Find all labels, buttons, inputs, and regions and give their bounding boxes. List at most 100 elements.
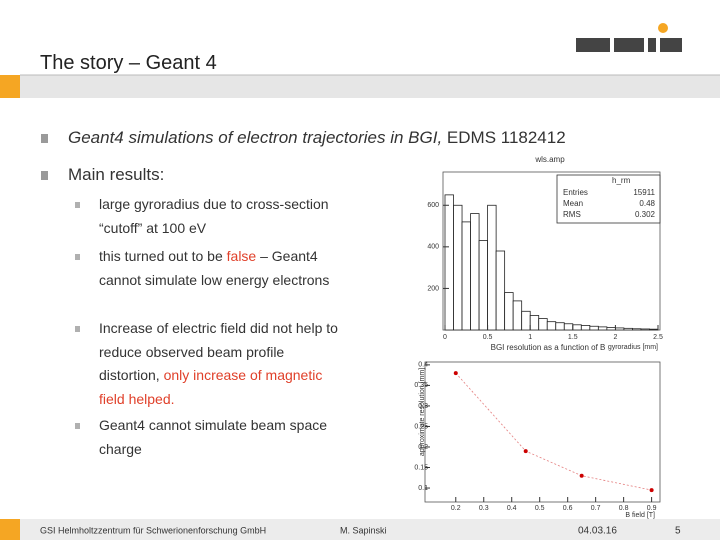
sub-bullet-text: this turned out to be false – Geant4 can…	[99, 245, 339, 292]
data-point	[579, 473, 584, 478]
text-run: only increase of magnetic field helped.	[99, 367, 323, 407]
stats-label: RMS	[563, 210, 581, 219]
y-tick-label: 400	[427, 244, 439, 251]
y-tick-label: 0.15	[414, 464, 428, 471]
histogram-bar	[504, 292, 514, 331]
text-run: EDMS 1182412	[442, 128, 566, 147]
stats-label: Mean	[563, 199, 583, 208]
y-tick-label: 600	[427, 202, 439, 209]
sub-bullet-marker	[75, 326, 80, 332]
scatter-title: BGI resolution as a function of B	[491, 343, 606, 352]
x-tick-label: 1	[528, 334, 532, 341]
histogram-bar	[615, 327, 625, 331]
footer-band	[20, 519, 720, 540]
x-tick-label: 0.9	[647, 505, 657, 512]
histogram-bar	[521, 310, 531, 331]
histogram-bar	[572, 324, 582, 331]
histogram-bar	[546, 321, 557, 331]
histogram-bar	[649, 328, 659, 331]
data-point	[453, 371, 458, 376]
footer-date: 04.03.16	[578, 526, 617, 537]
histogram-bar	[563, 323, 574, 331]
histogram-bar	[597, 326, 608, 331]
sub-bullet-text: Geant4 cannot simulate beam space charge	[99, 414, 339, 461]
logo	[576, 23, 682, 52]
x-tick-label: 0.7	[591, 505, 601, 512]
text-run: Geant4 cannot simulate beam space charge	[99, 417, 328, 457]
x-tick-label: 2.5	[653, 334, 663, 341]
stats-value: 15911	[633, 188, 655, 197]
text-run: large gyroradius due to cross-section “c…	[99, 196, 329, 236]
x-axis-label: gyroradius [mm]	[608, 344, 658, 351]
y-tick-label: 0.35	[414, 382, 428, 389]
bullet-marker	[41, 134, 48, 143]
footer-page: 5	[675, 526, 681, 537]
histogram-bar	[444, 194, 454, 331]
bullet-text: Geant4 simulations of electron trajector…	[68, 128, 566, 148]
stats-name: h_rm	[612, 176, 631, 185]
sub-bullet-marker	[75, 202, 80, 208]
data-point	[649, 488, 654, 493]
sub-bullet-text: large gyroradius due to cross-section “c…	[99, 193, 339, 240]
x-tick-label: 0.6	[563, 505, 573, 512]
x-tick-label: 0.4	[507, 505, 517, 512]
histogram-bar	[461, 221, 471, 331]
text-run: Geant4 simulations of electron trajector…	[68, 128, 443, 147]
footer-organization: GSI Helmholtzzentrum für Schwerionenfors…	[40, 525, 266, 535]
x-tick-label: 1.5	[568, 334, 578, 341]
series-line	[455, 372, 652, 491]
histogram-bar	[580, 325, 591, 331]
accent-block	[0, 519, 20, 540]
sub-bullet-text: Increase of electric field did not help …	[99, 317, 339, 411]
y-tick-label: 0.3	[418, 403, 428, 410]
y-axis-label: approximate resolution [mm]	[419, 368, 426, 456]
histogram-bar	[555, 322, 565, 331]
text-run: Increase of electric field did not help …	[99, 320, 338, 383]
x-tick-label: 0.5	[483, 334, 493, 341]
accent-block	[0, 75, 20, 98]
histogram-bar	[495, 250, 506, 331]
text-run: false	[226, 248, 257, 264]
x-tick-label: 0.8	[619, 505, 629, 512]
text-run: this turned out to be	[99, 248, 227, 264]
y-tick-label: 0.2	[418, 444, 428, 451]
x-tick-label: 0.2	[451, 505, 461, 512]
x-tick-label: 2	[613, 334, 617, 341]
histogram-bar	[632, 328, 642, 331]
sub-bullet-marker	[75, 254, 80, 260]
y-tick-label: 200	[427, 285, 439, 292]
histogram-bar	[538, 318, 548, 331]
y-tick-label: 0.4	[418, 362, 428, 369]
histogram-bar	[453, 204, 463, 331]
histogram-bar	[623, 327, 633, 331]
histogram-bar	[470, 213, 480, 331]
bullet-text: Main results:	[68, 165, 164, 185]
histogram-bar	[478, 240, 488, 331]
plot-frame	[424, 361, 661, 503]
text-run: Main results:	[68, 165, 165, 184]
slide-title: The story – Geant 4	[40, 52, 217, 74]
y-tick-label: 0.1	[418, 485, 428, 492]
histogram-bar	[640, 328, 650, 331]
histogram-bar	[589, 325, 599, 331]
text-run: – Geant4 cannot simulate low energy elec…	[99, 248, 330, 288]
histogram-title: wls.amp	[534, 155, 565, 164]
stats-box	[556, 174, 661, 224]
data-point	[523, 449, 528, 454]
stats-value: 0.302	[635, 210, 656, 219]
histogram-bar	[606, 327, 616, 331]
histogram-bar	[487, 204, 497, 331]
bullet-marker	[41, 171, 48, 180]
x-tick-label: 0	[443, 334, 447, 341]
x-tick-label: 0.5	[535, 505, 545, 512]
x-tick-label: 0.3	[479, 505, 489, 512]
header-band	[20, 75, 720, 98]
stats-value: 0.48	[639, 199, 655, 208]
stats-label: Entries	[563, 188, 588, 197]
footer-author: M. Sapinski	[340, 525, 387, 535]
histogram-bar	[529, 315, 540, 331]
x-axis-label: B field [T]	[625, 512, 655, 519]
y-tick-label: 0.25	[414, 423, 428, 430]
